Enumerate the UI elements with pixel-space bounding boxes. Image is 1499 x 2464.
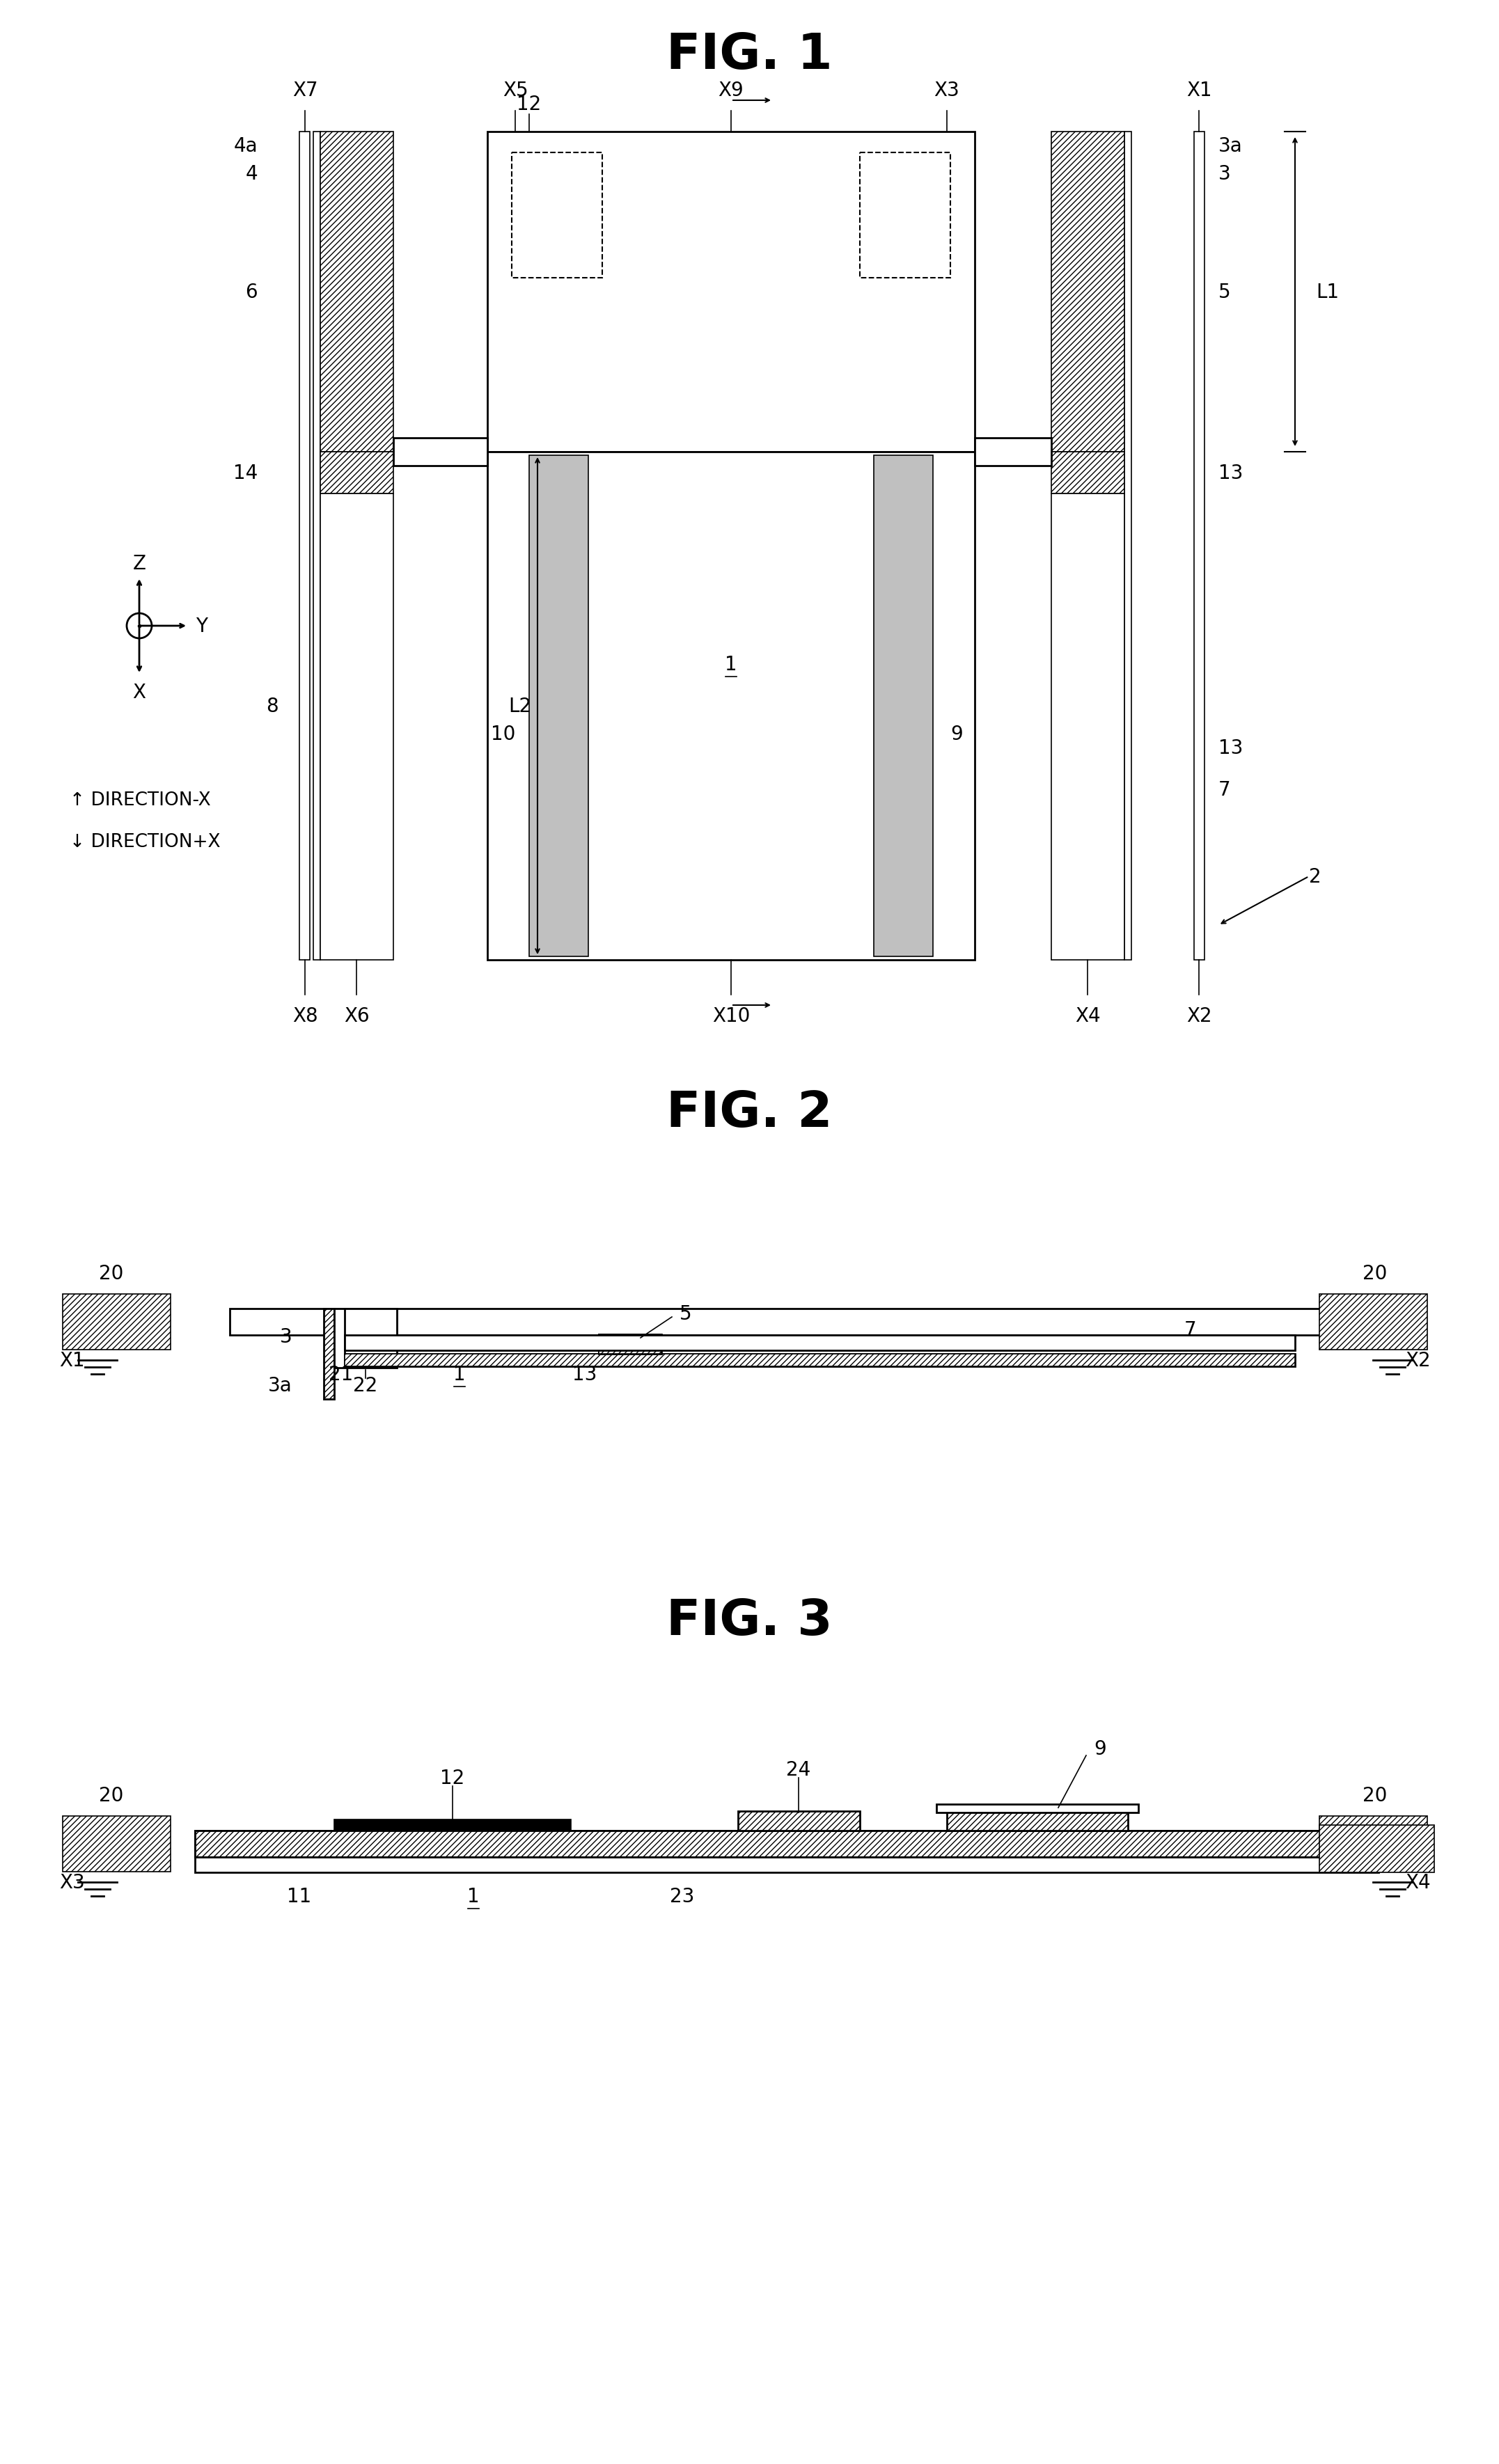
Bar — [1319, 1294, 1427, 1350]
Bar — [487, 133, 974, 453]
Text: 3a: 3a — [268, 1375, 292, 1395]
Bar — [874, 456, 932, 956]
Bar — [1195, 133, 1205, 961]
Bar — [511, 153, 603, 278]
Text: 1: 1 — [726, 655, 738, 675]
Bar — [334, 1308, 397, 1368]
Text: 4a: 4a — [234, 136, 258, 155]
Text: 20: 20 — [99, 1786, 124, 1806]
Bar — [195, 1858, 1379, 1873]
Text: 3: 3 — [280, 1328, 292, 1345]
Text: ↓ DIRECTION+X: ↓ DIRECTION+X — [69, 833, 220, 850]
Text: ↑ DIRECTION-X: ↑ DIRECTION-X — [69, 791, 211, 808]
Bar — [1319, 1826, 1435, 1873]
Text: X2: X2 — [1186, 1005, 1211, 1025]
Bar — [345, 1355, 1295, 1368]
Bar — [738, 1811, 860, 1831]
Bar — [334, 1818, 571, 1831]
Bar — [947, 1811, 1127, 1831]
Bar — [345, 1308, 397, 1358]
Text: 9: 9 — [950, 724, 962, 744]
Text: 1: 1 — [453, 1365, 466, 1385]
Bar — [313, 133, 321, 961]
Text: 14: 14 — [232, 463, 258, 483]
Bar — [1319, 1816, 1427, 1873]
Text: X3: X3 — [934, 81, 959, 101]
Text: X1: X1 — [1186, 81, 1211, 101]
Text: 7: 7 — [1184, 1321, 1196, 1340]
Bar — [229, 1308, 1379, 1335]
Bar — [63, 1294, 171, 1350]
Bar — [974, 439, 1051, 466]
Text: 8: 8 — [267, 697, 279, 717]
Text: Y: Y — [196, 616, 208, 636]
Text: 13: 13 — [1219, 739, 1243, 759]
Text: 12: 12 — [441, 1769, 465, 1789]
Text: 3a: 3a — [1219, 136, 1243, 155]
Text: 13: 13 — [573, 1365, 597, 1385]
Bar — [1051, 495, 1124, 961]
Text: X2: X2 — [1405, 1350, 1430, 1370]
Text: X: X — [132, 683, 145, 702]
Text: 7: 7 — [1219, 781, 1231, 798]
Bar — [598, 1335, 661, 1355]
Text: 3: 3 — [1219, 165, 1231, 185]
Text: FIG. 3: FIG. 3 — [666, 1597, 832, 1646]
Text: 20: 20 — [1363, 1264, 1388, 1284]
Bar — [598, 1335, 661, 1355]
Text: 9: 9 — [1094, 1740, 1106, 1759]
Text: Z: Z — [132, 554, 145, 574]
Text: FIG. 1: FIG. 1 — [666, 32, 832, 79]
Text: 21: 21 — [328, 1365, 354, 1385]
Text: 22: 22 — [354, 1375, 378, 1395]
Text: 13: 13 — [1219, 463, 1243, 483]
Bar — [1124, 133, 1132, 961]
Bar — [487, 453, 974, 961]
Text: X8: X8 — [292, 1005, 318, 1025]
Text: 2: 2 — [1309, 867, 1321, 887]
Text: X10: X10 — [712, 1005, 750, 1025]
Text: X6: X6 — [343, 1005, 369, 1025]
Text: 20: 20 — [99, 1264, 124, 1284]
Bar — [195, 1831, 1379, 1858]
Text: 23: 23 — [670, 1887, 694, 1907]
Bar — [1051, 453, 1124, 495]
Text: X5: X5 — [502, 81, 528, 101]
Bar — [321, 495, 393, 961]
Text: 12: 12 — [517, 94, 541, 113]
Bar — [345, 1335, 1295, 1350]
Text: 1: 1 — [468, 1887, 480, 1907]
Bar — [345, 1355, 1295, 1368]
Text: L2: L2 — [508, 697, 532, 717]
Bar — [937, 1804, 1138, 1814]
Bar — [300, 133, 310, 961]
Text: X4: X4 — [1075, 1005, 1100, 1025]
Bar — [321, 453, 393, 495]
Bar — [63, 1816, 171, 1873]
Bar — [860, 153, 950, 278]
Bar — [393, 439, 487, 466]
Bar — [195, 1831, 1379, 1858]
Text: 20: 20 — [1363, 1786, 1388, 1806]
Text: X7: X7 — [292, 81, 318, 101]
Bar — [1051, 133, 1124, 453]
Bar — [324, 1308, 334, 1400]
Text: 11: 11 — [288, 1887, 312, 1907]
Text: X1: X1 — [58, 1350, 84, 1370]
Bar — [529, 456, 588, 956]
Bar — [321, 133, 393, 453]
Text: 6: 6 — [246, 283, 258, 303]
Text: 5: 5 — [1219, 283, 1231, 303]
Text: L1: L1 — [1316, 283, 1339, 303]
Text: 5: 5 — [679, 1303, 693, 1323]
Text: 10: 10 — [490, 724, 516, 744]
Text: 24: 24 — [787, 1759, 811, 1779]
Text: X4: X4 — [1405, 1873, 1430, 1892]
Text: X9: X9 — [718, 81, 744, 101]
Text: 4: 4 — [246, 165, 258, 185]
Text: FIG. 2: FIG. 2 — [666, 1089, 832, 1138]
Text: X3: X3 — [58, 1873, 85, 1892]
